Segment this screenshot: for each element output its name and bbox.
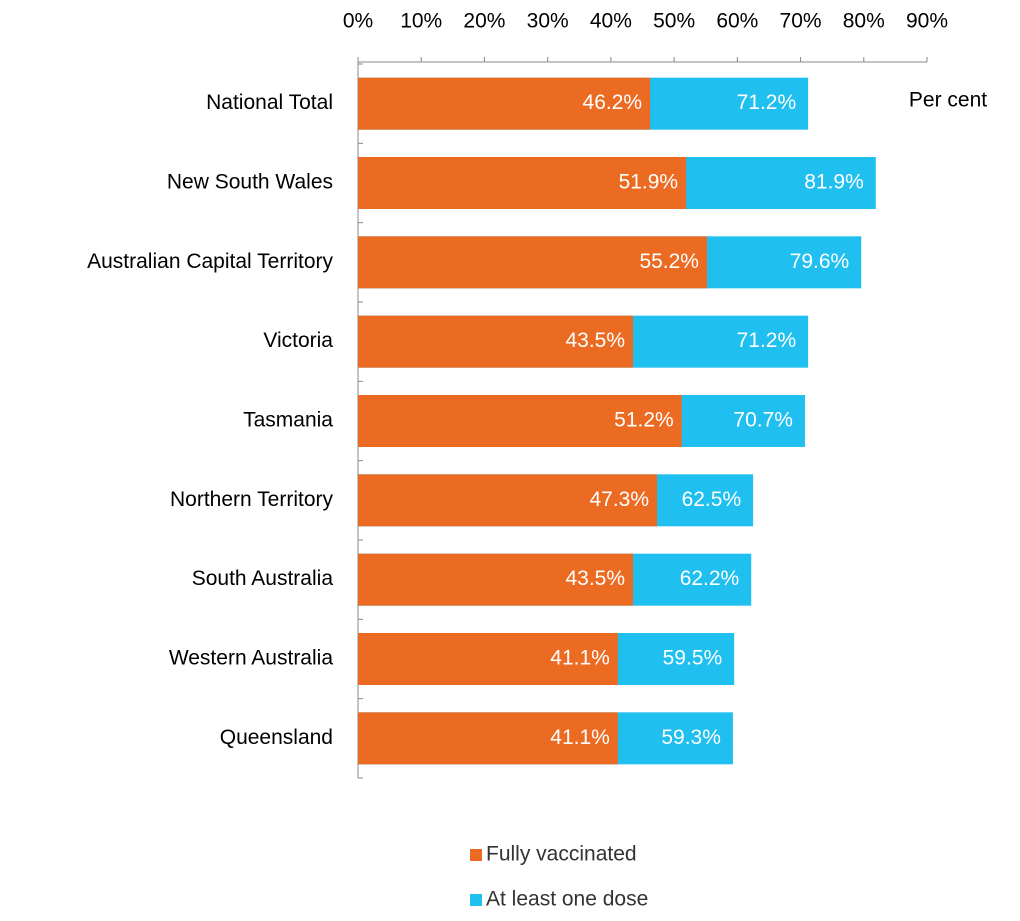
bar	[358, 236, 707, 289]
value-label: 71.2%	[737, 329, 797, 352]
value-label: 59.3%	[661, 726, 721, 749]
bar	[358, 712, 618, 765]
value-label: 46.2%	[583, 91, 643, 114]
value-label: 41.1%	[550, 726, 610, 749]
bar	[358, 633, 618, 685]
value-label: 47.3%	[589, 488, 649, 511]
x-tick-label: 60%	[716, 10, 758, 33]
x-tick-label: 10%	[400, 10, 442, 33]
category-label: Australian Capital Territory	[87, 250, 333, 273]
x-tick-label: 40%	[590, 10, 632, 33]
bar	[358, 157, 687, 209]
category-label: Northern Territory	[170, 488, 333, 511]
value-label: 55.2%	[639, 250, 699, 273]
category-label: New South Wales	[167, 171, 333, 194]
x-tick-label: 90%	[906, 10, 948, 33]
x-tick-label: 80%	[843, 10, 885, 33]
category-label: Queensland	[220, 726, 333, 749]
legend-swatch	[470, 849, 482, 861]
x-tick-label: 50%	[653, 10, 695, 33]
value-label: 51.9%	[619, 171, 679, 194]
value-label: 51.2%	[614, 409, 674, 432]
bar	[358, 553, 634, 606]
value-label: 59.5%	[663, 647, 723, 670]
annotation: Per cent	[909, 89, 987, 112]
value-label: 41.1%	[550, 647, 610, 670]
value-label: 43.5%	[565, 567, 625, 590]
legend-label: Fully vaccinated	[486, 843, 637, 866]
value-label: 43.5%	[565, 329, 625, 352]
value-label: 62.5%	[682, 488, 742, 511]
bar	[358, 77, 651, 130]
x-tick-label: 30%	[527, 10, 569, 33]
value-label: 79.6%	[790, 250, 850, 273]
legend-label: At least one dose	[486, 888, 648, 911]
x-tick-label: 20%	[463, 10, 505, 33]
legend-swatch	[470, 894, 482, 906]
x-tick-label: 70%	[780, 10, 822, 33]
value-label: 62.2%	[680, 567, 740, 590]
category-label: Victoria	[263, 329, 333, 352]
x-tick-label: 0%	[343, 10, 373, 33]
bar	[358, 315, 634, 368]
value-label: 70.7%	[733, 409, 793, 432]
value-label: 71.2%	[737, 91, 797, 114]
bar	[358, 395, 682, 447]
category-label: National Total	[206, 91, 333, 114]
category-label: South Australia	[192, 567, 334, 590]
bar	[358, 474, 658, 527]
category-label: Tasmania	[243, 409, 333, 432]
category-label: Western Australia	[169, 647, 334, 670]
value-label: 81.9%	[804, 171, 864, 194]
